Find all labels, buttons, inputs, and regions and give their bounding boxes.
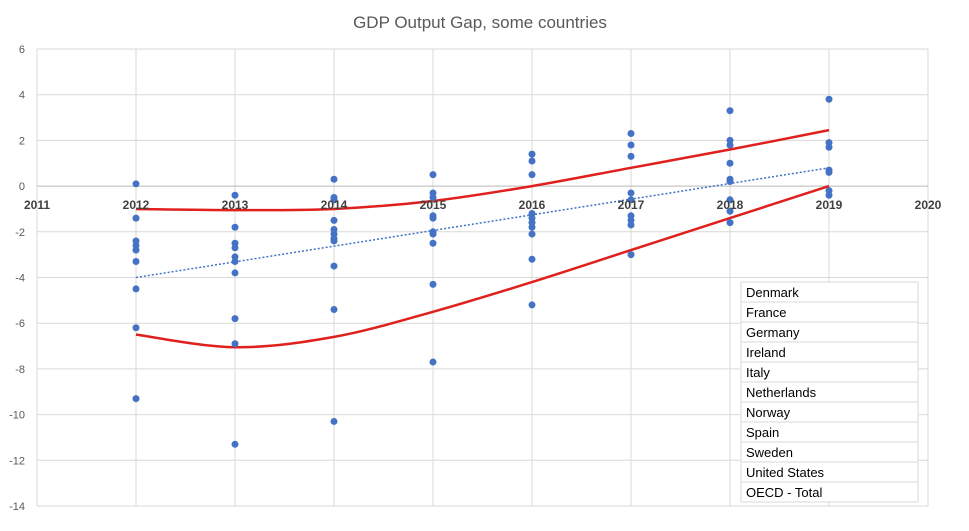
- chart-title: GDP Output Gap, some countries: [353, 13, 607, 32]
- data-point: [726, 141, 734, 149]
- data-point: [528, 255, 536, 263]
- data-point: [825, 95, 833, 103]
- data-point: [231, 440, 239, 448]
- data-point: [429, 280, 437, 288]
- x-tick-label: 2018: [717, 198, 744, 212]
- data-point: [330, 196, 338, 204]
- legend-entry: Spain: [746, 425, 779, 440]
- data-point: [330, 175, 338, 183]
- legend-entry: Germany: [746, 325, 800, 340]
- data-point: [528, 150, 536, 158]
- y-tick-label: -12: [9, 455, 25, 467]
- data-point: [231, 315, 239, 323]
- data-point: [231, 269, 239, 277]
- x-tick-label: 2013: [222, 198, 249, 212]
- data-point: [528, 230, 536, 238]
- data-point: [429, 230, 437, 238]
- x-tick-label: 2014: [321, 198, 348, 212]
- data-point: [132, 324, 140, 332]
- data-point: [726, 107, 734, 115]
- y-axis-tick-labels: 6 4 2 0 -2 -4 -6 -8 -10 -12 -14: [9, 44, 25, 513]
- legend-entry: Sweden: [746, 445, 793, 460]
- data-point: [528, 223, 536, 231]
- legend-entry: Norway: [746, 405, 791, 420]
- data-point: [726, 219, 734, 227]
- x-tick-label: 2012: [123, 198, 150, 212]
- data-point: [726, 159, 734, 167]
- legend-entry: France: [746, 305, 786, 320]
- data-point: [429, 358, 437, 366]
- data-point: [726, 207, 734, 215]
- x-tick-label: 2017: [618, 198, 645, 212]
- lower-band-curve: [135, 184, 830, 349]
- data-point: [627, 130, 635, 138]
- data-point: [825, 168, 833, 176]
- data-point: [132, 258, 140, 266]
- y-tick-label: 6: [19, 44, 25, 56]
- data-point: [627, 152, 635, 160]
- data-point: [330, 237, 338, 245]
- data-point: [627, 196, 635, 204]
- x-tick-label: 2015: [420, 198, 447, 212]
- data-point: [132, 180, 140, 188]
- y-tick-label: -6: [15, 318, 25, 330]
- y-tick-label: 4: [19, 90, 25, 102]
- legend: Denmark France Germany Ireland Italy Netherla…: [740, 281, 919, 503]
- data-point: [231, 244, 239, 252]
- y-tick-label: 0: [19, 181, 25, 193]
- data-point: [627, 251, 635, 259]
- data-point: [528, 157, 536, 165]
- data-point: [132, 395, 140, 403]
- x-tick-label: 2011: [24, 198, 50, 212]
- legend-entry: Ireland: [746, 345, 786, 360]
- legend-entry: United States: [746, 465, 825, 480]
- data-point: [132, 214, 140, 222]
- linear-trendline: [135, 167, 830, 279]
- upper-band-curve: [135, 128, 830, 212]
- x-tick-label: 2016: [519, 198, 546, 212]
- data-point: [726, 196, 734, 204]
- data-point: [429, 214, 437, 222]
- y-tick-label: -4: [15, 273, 25, 285]
- y-tick-label: -8: [15, 364, 25, 376]
- data-point: [330, 417, 338, 425]
- data-point: [528, 171, 536, 179]
- legend-entry: Denmark: [746, 285, 799, 300]
- data-point: [825, 191, 833, 199]
- legend-entry: Italy: [746, 365, 770, 380]
- trend-curves: [135, 128, 830, 349]
- data-point: [231, 340, 239, 348]
- legend-entry: OECD - Total: [746, 485, 822, 500]
- x-axis-tick-labels: 2011 2012 2013 2014 2015 2016 2017 2018 2019 2020: [24, 198, 942, 212]
- data-point: [825, 143, 833, 151]
- data-point: [231, 258, 239, 266]
- y-tick-label: -10: [9, 410, 25, 422]
- data-point: [132, 246, 140, 254]
- data-points: [132, 95, 833, 448]
- y-tick-label: 2: [19, 135, 25, 147]
- y-tick-label: -2: [15, 227, 25, 239]
- data-point: [627, 221, 635, 229]
- x-tick-label: 2020: [915, 198, 942, 212]
- data-point: [429, 194, 437, 202]
- data-point: [330, 305, 338, 313]
- data-point: [528, 301, 536, 309]
- data-point: [429, 239, 437, 247]
- x-tick-label: 2019: [816, 198, 843, 212]
- data-point: [231, 191, 239, 199]
- data-point: [627, 189, 635, 197]
- data-point: [330, 262, 338, 270]
- data-point: [627, 141, 635, 149]
- data-point: [429, 171, 437, 179]
- legend-entry: Netherlands: [746, 385, 817, 400]
- data-point: [330, 216, 338, 224]
- legend-box: [740, 281, 919, 503]
- data-point: [726, 178, 734, 186]
- y-tick-label: -14: [9, 501, 25, 513]
- data-point: [231, 223, 239, 231]
- data-point: [132, 285, 140, 293]
